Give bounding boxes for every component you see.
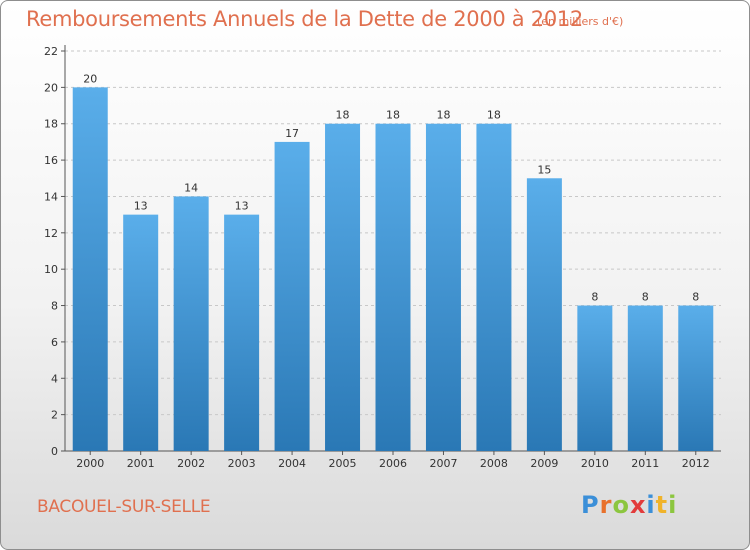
data-label-2009: 15 <box>537 163 551 176</box>
x-tick-label-2000: 2000 <box>76 457 104 470</box>
y-tick-label: 18 <box>44 118 58 131</box>
data-label-2010: 8 <box>591 291 598 304</box>
y-tick-label: 20 <box>44 81 58 94</box>
logo-letter: o <box>612 491 630 519</box>
chart-title: Remboursements Annuels de la Dette de 20… <box>26 7 583 31</box>
y-tick-label: 0 <box>51 445 58 458</box>
x-tick-label-2004: 2004 <box>278 457 306 470</box>
logo-letter: x <box>629 491 647 519</box>
data-label-2012: 8 <box>692 291 699 304</box>
x-tick-label-2002: 2002 <box>177 457 205 470</box>
logo-letter: P <box>581 491 600 519</box>
y-tick-label: 6 <box>51 336 58 349</box>
bar-2011 <box>627 305 663 451</box>
y-tick-label: 16 <box>44 154 58 167</box>
logo-letter: i <box>646 491 656 519</box>
data-label-2011: 8 <box>642 291 649 304</box>
bar-2003 <box>224 214 260 451</box>
data-label-2002: 14 <box>184 181 198 194</box>
x-tick-label-2009: 2009 <box>530 457 558 470</box>
bar-2008 <box>476 123 512 452</box>
y-tick-label: 10 <box>44 263 58 276</box>
x-tick-label-2003: 2003 <box>228 457 256 470</box>
logo-letter: r <box>599 491 613 519</box>
bar-2002 <box>173 196 209 451</box>
town-name: BACOUEL-SUR-SELLE <box>37 497 211 517</box>
bar-2012 <box>678 305 714 451</box>
proxiti-logo: Proxiti <box>581 491 677 519</box>
x-tick-label-2007: 2007 <box>429 457 457 470</box>
y-tick-label: 4 <box>51 372 58 385</box>
data-label-2003: 13 <box>235 200 249 213</box>
x-tick-label-2012: 2012 <box>682 457 710 470</box>
data-label-2008: 18 <box>487 109 501 122</box>
x-tick-label-2010: 2010 <box>581 457 609 470</box>
x-tick-label-2005: 2005 <box>329 457 357 470</box>
logo-letter: i <box>668 491 678 519</box>
y-tick-label: 22 <box>44 45 58 58</box>
bars <box>72 87 714 452</box>
x-tick-label-2001: 2001 <box>127 457 155 470</box>
y-tick-label: 2 <box>51 409 58 422</box>
bar-2006 <box>375 123 411 452</box>
data-label-2004: 17 <box>285 127 299 140</box>
data-label-2001: 13 <box>134 200 148 213</box>
chart-subtitle: (en milliers d'€) <box>537 15 624 28</box>
data-label-2006: 18 <box>386 109 400 122</box>
x-tick-label-2006: 2006 <box>379 457 407 470</box>
logo-letter: t <box>655 491 669 519</box>
x-tick-label-2011: 2011 <box>631 457 659 470</box>
y-tick-label: 14 <box>44 190 58 203</box>
x-tick-label-2008: 2008 <box>480 457 508 470</box>
data-label-2007: 18 <box>436 109 450 122</box>
data-label-2005: 18 <box>336 109 350 122</box>
bar-2005 <box>325 123 361 452</box>
bar-2000 <box>72 87 108 451</box>
bar-2004 <box>274 141 310 451</box>
y-tick-label: 8 <box>51 300 58 313</box>
bar-2001 <box>123 214 159 451</box>
bar-2009 <box>526 178 562 452</box>
bar-2007 <box>425 123 461 452</box>
bar-2010 <box>577 305 613 451</box>
data-label-2000: 20 <box>83 72 97 85</box>
y-tick-label: 12 <box>44 227 58 240</box>
labels: 0 2 4 6 8 10 12 14 16 18 20 22 20 2000 13 2001 14 2002 13 2… <box>44 45 710 470</box>
